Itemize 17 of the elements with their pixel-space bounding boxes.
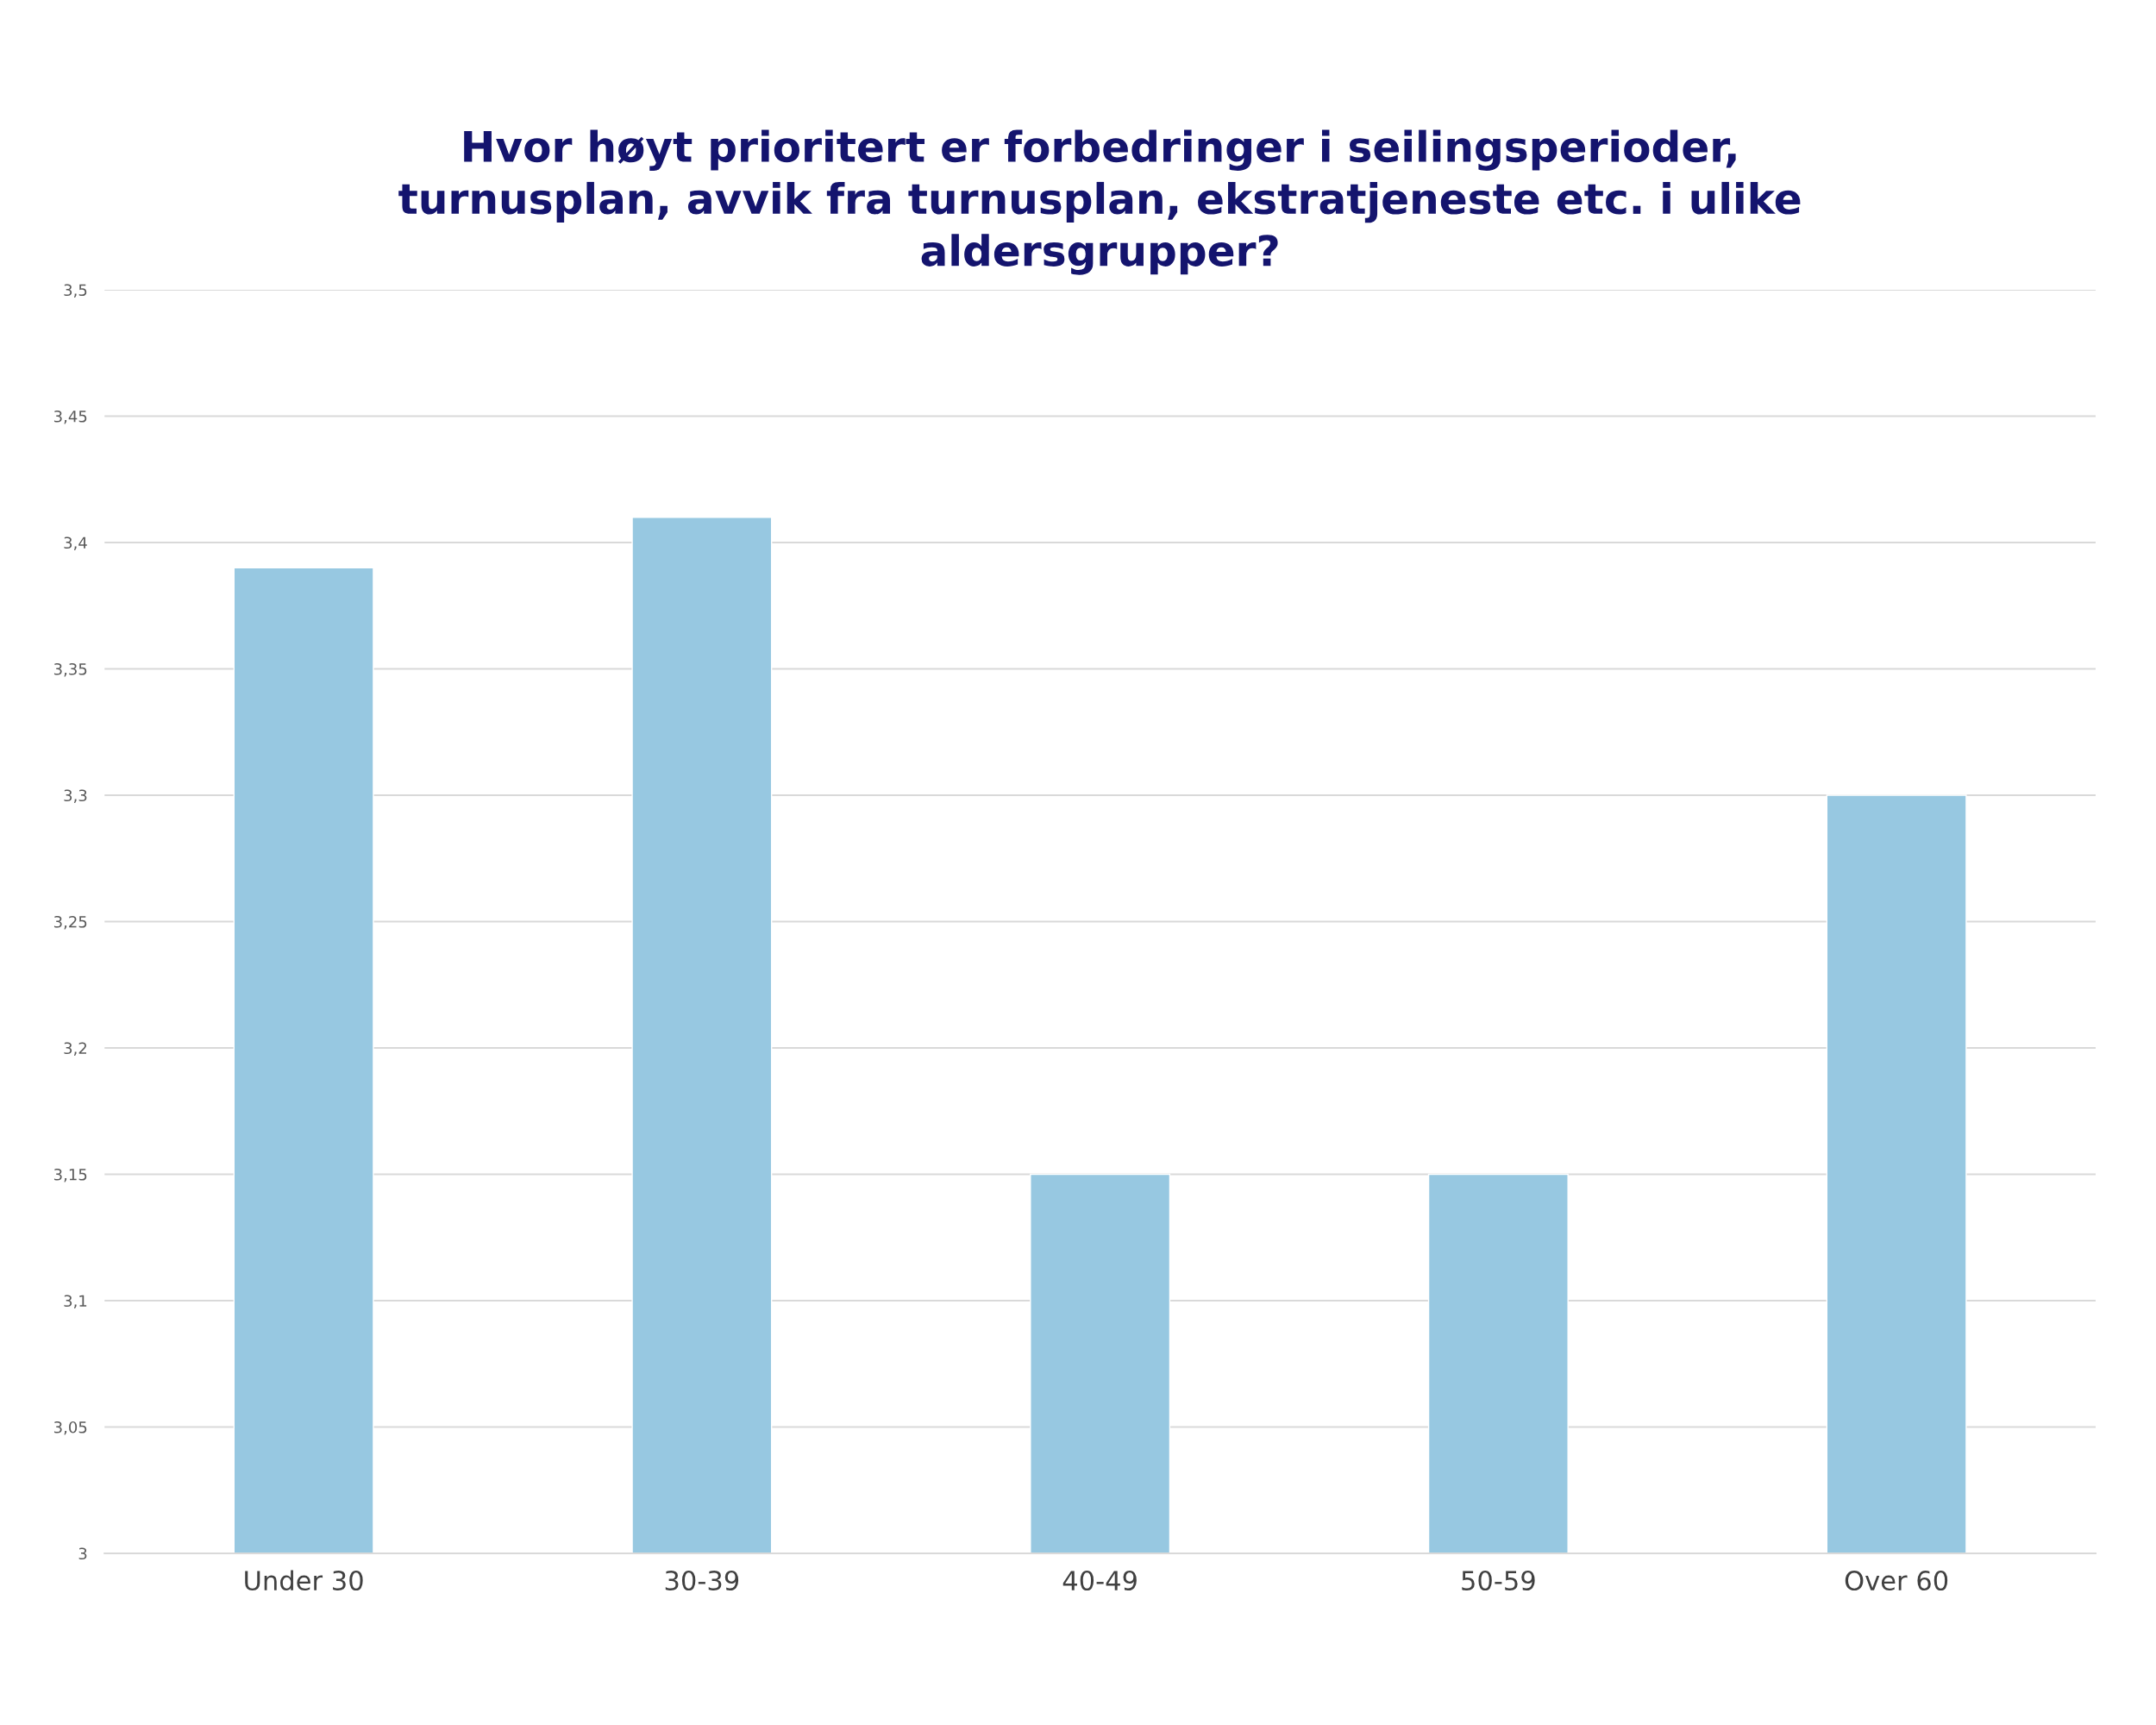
y-tick-label: 3,3: [64, 789, 87, 803]
y-tick-label: 3,2: [64, 1042, 86, 1056]
y-tick-label: 3,4: [64, 536, 87, 550]
y-tick-label: 3,35: [53, 662, 87, 677]
x-tick-label: 50-59: [1462, 1570, 1535, 1591]
y-tick-label: 3,05: [53, 1421, 87, 1435]
x-tick-label: Under 30: [245, 1570, 363, 1591]
y-tick-label: 3,15: [53, 1168, 87, 1182]
y-tick-label: 3,1: [64, 1295, 87, 1308]
y-tick-label: 3,25: [53, 915, 87, 930]
y-tick-label: 3,5: [64, 284, 87, 298]
x-tick-label: 30-39: [665, 1570, 739, 1591]
x-tick-label: Over 60: [1845, 1570, 1948, 1591]
x-tick-label: 40-49: [1062, 1570, 1137, 1591]
y-tick-label: 3,45: [53, 410, 87, 424]
y-tick-label: 3: [78, 1547, 87, 1560]
chart-title: Hvor høyt prioritert er forbedringer i seilingsperioder, turnusplan, avvik fra turnusplan, ekstratjeneste etc. i ulike aldersgrupper?: [398, 129, 1801, 275]
